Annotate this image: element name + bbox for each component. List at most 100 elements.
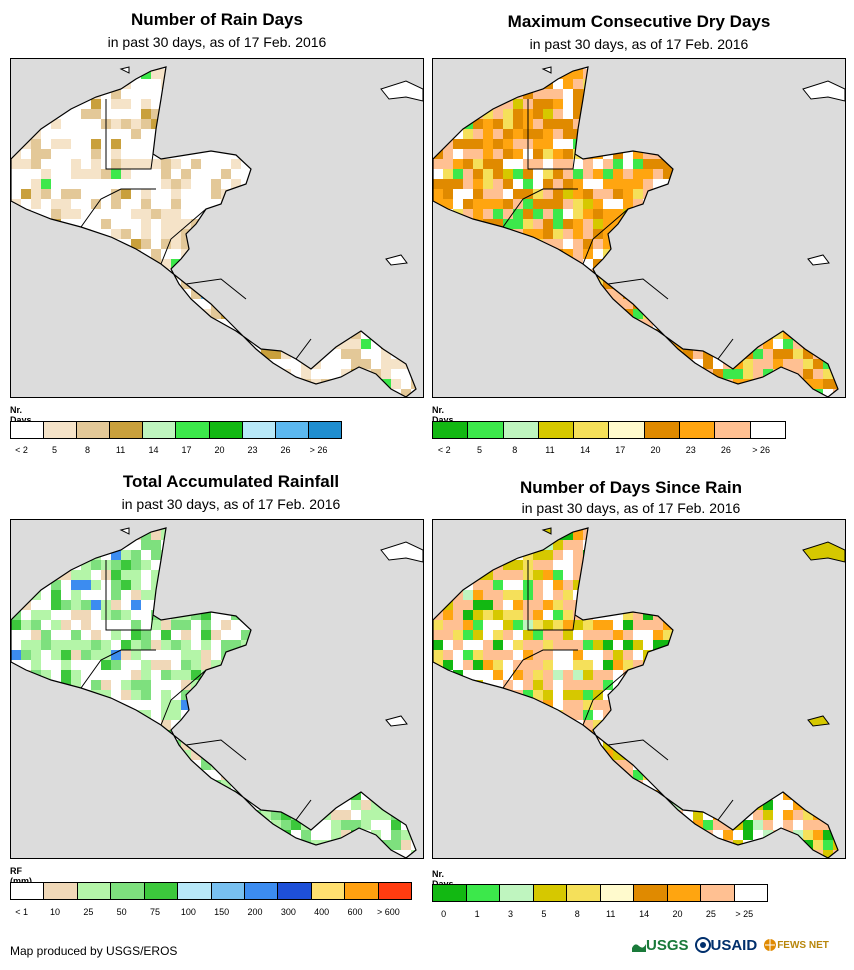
legend-label: 23 [685,445,696,455]
legend-swatch [574,422,610,438]
map-total-rainfall [10,519,424,859]
legend-label: 100 [180,907,196,917]
legend-swatch [715,422,751,438]
legend-bar [10,421,342,439]
legend-label: 200 [247,907,263,917]
map-credit: Map produced by USGS/EROS [10,944,178,958]
legend-bar [432,421,786,439]
legend-label: 50 [116,907,127,917]
legend-swatch [345,883,379,899]
legend-label: 11 [606,909,616,919]
legend-labels: < 2 5 8 11 14 17 20 23 26 > 26 [10,445,340,457]
legend-label: 20 [214,445,225,455]
legend-labels: < 2 5 8 11 14 17 20 23 26 > 26 [432,445,784,457]
legend-label: 17 [615,445,626,455]
map-canvas [11,527,423,858]
legend-swatch [111,883,145,899]
legend-label: 25 [83,907,94,917]
agency-logos: USGS USAID FEWS NET [632,932,846,958]
legend-label: 25 [705,909,716,919]
legend-swatch [468,422,504,438]
legend-swatch [44,422,78,438]
legend-swatch [278,883,312,899]
usgs-wave-icon [632,944,646,952]
map-canvas [433,66,845,397]
legend-swatch [600,885,634,901]
legend-swatch [500,885,534,901]
legend-label: 3 [507,909,513,919]
legend-swatch [44,883,78,899]
legend-title: Nr. Days [10,405,32,425]
legend-label: 1 [474,909,480,919]
legend-swatch [433,422,469,438]
legend-swatch [110,422,144,438]
legend-label: 14 [580,445,591,455]
panel-title: Number of Days Since Rain [519,478,742,497]
legend-swatch [77,883,112,899]
legend-title: Nr. Days [432,405,454,425]
legend-label: 150 [214,907,230,917]
fewsnet-globe-icon [764,939,777,951]
legend-label: 20 [650,445,661,455]
legend-swatch [77,422,111,438]
legend-label: 17 [181,445,192,455]
legend-swatch [211,883,245,899]
legend-swatch [644,422,681,438]
legend-swatch [533,885,567,901]
usaid-seal-icon [694,937,711,953]
panel-title: Total Accumulated Rainfall [122,472,340,491]
usaid-logo: USAID [694,937,757,954]
legend-label: 5 [477,445,483,455]
legend-swatch [11,883,45,899]
legend-label: 20 [672,909,683,919]
legend-label: < 2 [15,445,28,455]
legend-swatch [433,885,467,901]
fewsnet-logo: FEWS NET [763,938,829,952]
legend-swatch [308,422,341,438]
legend-swatch [209,422,243,438]
legend-swatch [311,883,346,899]
legend-swatch [567,885,601,901]
legend-label: 26 [280,445,291,455]
panel-subtitle: in past 30 days, as of 17 Feb. 2016 [521,500,741,516]
legend-labels: < 1 10 25 50 75 100 150 200 300 400 600 > 600 [10,907,410,919]
map-canvas [433,527,845,858]
panel-subtitle: in past 30 days, as of 17 Feb. 2016 [107,34,327,50]
map-days-since-rain [432,519,846,859]
legend-swatch [701,885,735,901]
legend-swatch [734,885,767,901]
legend-label: 8 [512,445,518,455]
legend-label: 5 [52,445,58,455]
panel-subtitle: in past 30 days, as of 17 Feb. 2016 [121,496,341,512]
legend-label: 14 [639,909,650,919]
map-canvas [11,66,423,397]
legend-label: 300 [280,907,296,917]
legend-label: 400 [314,907,330,917]
legend-label: 0 [441,909,447,919]
legend-swatch [176,422,210,438]
legend-label: 8 [85,445,91,455]
legend-label: 600 [347,907,363,917]
legend-swatch [538,422,575,438]
legend-swatch [144,883,179,899]
legend-label: < 1 [15,907,29,917]
legend-label: > 26 [752,445,770,455]
legend-swatch [11,422,45,438]
legend-label: 10 [49,907,61,917]
legend-swatch [634,885,668,901]
legend-label: 11 [545,445,555,455]
usgs-logo: USGS [632,937,689,954]
legend-swatch [143,422,177,438]
legend-label: 23 [247,445,258,455]
legend-swatch [275,422,309,438]
legend-label: 75 [149,907,161,917]
legend-swatch [244,883,279,899]
legend-swatch [503,422,539,438]
map-rain-days [10,58,424,398]
legend-title: RF (mm) [10,866,32,886]
map-max-dry-days [432,58,846,398]
legend-label: 14 [148,445,159,455]
legend-bar [10,882,412,900]
legend-swatch [378,883,412,899]
legend-labels: 0 1 3 5 8 11 14 20 25 > 25 [432,909,766,921]
